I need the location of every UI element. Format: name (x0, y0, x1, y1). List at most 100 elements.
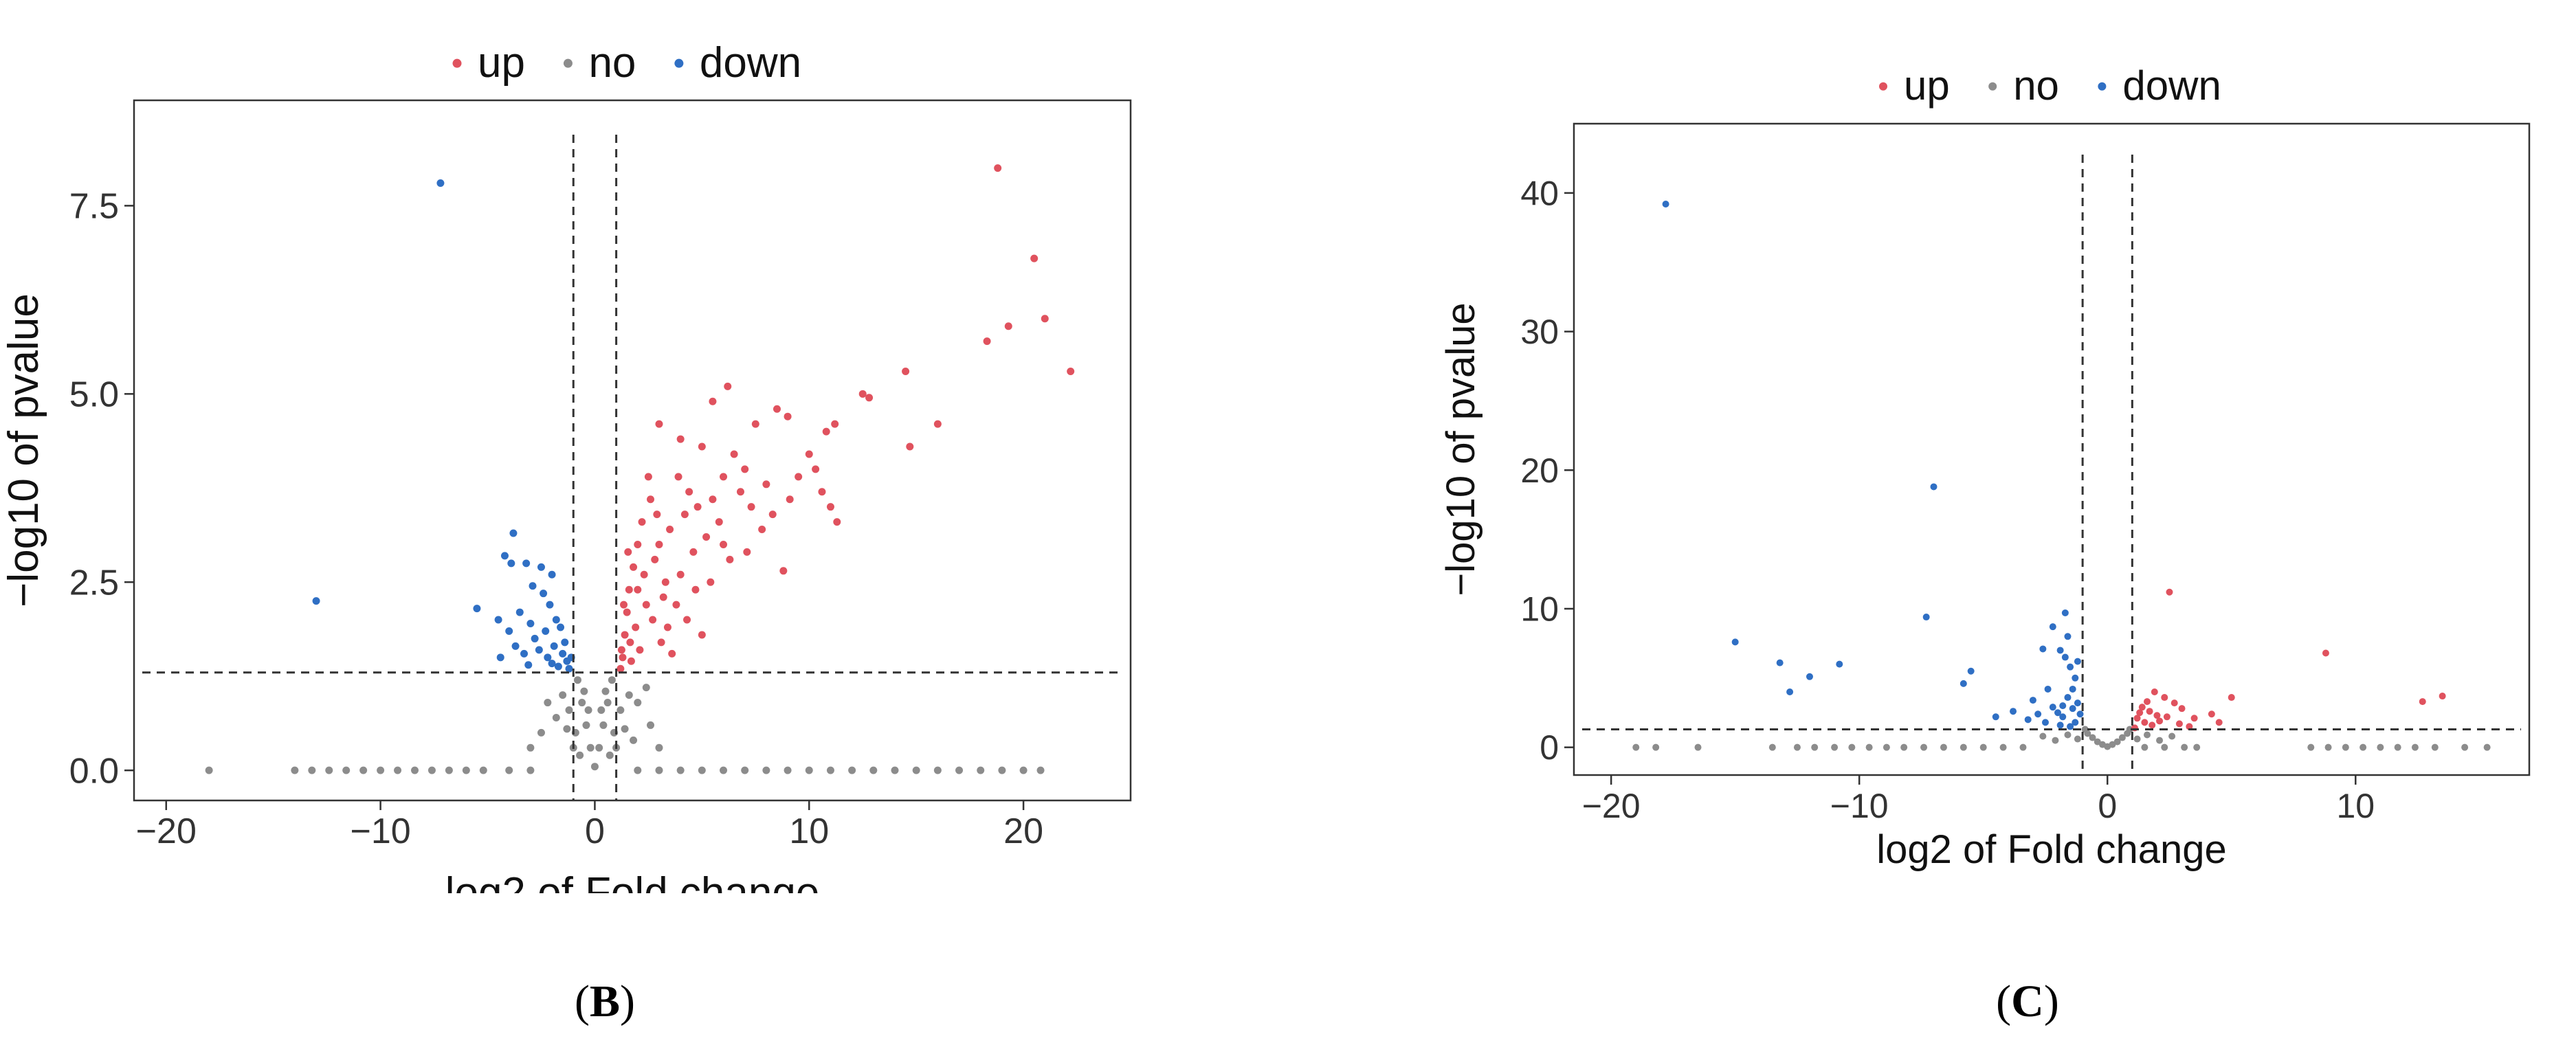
b-point-down (509, 529, 518, 537)
b-point-up (657, 638, 665, 647)
c-point-no (1999, 743, 2007, 751)
b-point-up (640, 570, 648, 579)
c-point-no (2394, 743, 2401, 751)
c-xtick-label: −10 (1830, 787, 1889, 825)
volcano-plot-c: −20 −10 0 10 0 10 20 30 40 log2 of Fold change −lo… (1443, 63, 2531, 872)
c-ytick-label: 40 (1520, 174, 1559, 212)
b-point-down (522, 559, 531, 568)
b-point-up (720, 540, 728, 548)
c-point-up (2146, 708, 2153, 715)
b-point-no (603, 699, 612, 707)
b-point-up (906, 442, 914, 451)
c-legend-label-up: up (1904, 63, 1950, 109)
b-legend-key-up (452, 58, 462, 68)
c-point-no (2181, 743, 2188, 751)
c-point-down (2067, 663, 2074, 671)
b-point-down (505, 627, 513, 635)
c-point-down (2039, 645, 2047, 653)
c-point-no (2019, 743, 2027, 751)
b-point-up (630, 563, 638, 571)
c-point-down (2056, 721, 2064, 729)
c-point-down (2044, 685, 2052, 693)
c-point-down (2074, 699, 2081, 707)
b-point-up (620, 601, 628, 609)
b-point-no (642, 684, 650, 692)
c-yaxis-label: −log10 of pvalue (1443, 302, 1483, 596)
b-point-no (576, 751, 584, 759)
b-point-up (689, 548, 698, 556)
c-point-no (2089, 734, 2096, 741)
c-point-down (1731, 638, 1739, 646)
c-point-up (2141, 719, 2148, 726)
c-point-down (2069, 685, 2076, 693)
c-point-no (2081, 726, 2089, 733)
c-point-no (2156, 737, 2164, 744)
b-point-up (685, 488, 693, 496)
c-point-up (2190, 715, 2198, 722)
c-point-up (2148, 721, 2156, 729)
b-point-up (632, 623, 640, 631)
b-point-no (308, 766, 316, 774)
b-point-up (1067, 367, 1075, 375)
b-point-no (698, 766, 706, 774)
b-point-no (428, 766, 436, 774)
b-point-no (647, 721, 655, 729)
b-point-down (554, 662, 562, 671)
c-point-down (2010, 708, 2017, 715)
c-legend-label-no: no (2013, 63, 2059, 109)
b-point-up (707, 578, 715, 586)
b-point-up (619, 653, 627, 662)
b-point-down (515, 608, 524, 616)
b-point-no (595, 743, 603, 752)
b-legend-key-down (674, 58, 684, 68)
b-point-down (511, 642, 520, 650)
b-point-no (634, 766, 642, 774)
b-point-up (1041, 315, 1049, 323)
c-point-down (2069, 705, 2076, 713)
b-point-no (933, 766, 942, 774)
b-point-up (762, 480, 770, 489)
b-point-up (831, 420, 839, 428)
c-point-up (2228, 694, 2235, 702)
b-point-up (649, 616, 657, 624)
b-point-no (762, 766, 770, 774)
b-point-up (683, 616, 691, 624)
b-xtick-label: 10 (789, 811, 829, 851)
c-xtick-label: −20 (1582, 787, 1641, 825)
c-point-down (1836, 660, 1843, 668)
b-point-down (565, 664, 573, 673)
b-point-up (826, 503, 834, 511)
b-point-up (822, 427, 830, 436)
c-point-up (2163, 713, 2170, 721)
b-yaxis-label: −log10 of pvalue (0, 293, 47, 607)
c-point-no (2144, 731, 2151, 739)
b-point-up (680, 511, 689, 519)
c-point-down (2024, 716, 2032, 724)
c-point-up (2161, 694, 2168, 702)
c-xtick-label: 0 (2098, 787, 2117, 825)
c-point-no (2168, 732, 2176, 740)
b-point-down (537, 563, 545, 571)
b-point-no (325, 766, 333, 774)
b-point-up (805, 450, 813, 458)
b-point-up (626, 638, 634, 647)
b-point-down (520, 649, 529, 658)
b-point-down (529, 582, 537, 590)
b-point-up (902, 367, 910, 375)
b-point-no (826, 766, 834, 774)
c-point-up (2439, 693, 2446, 700)
c-point-no (1979, 743, 1987, 751)
c-legend-key-up (1879, 82, 1887, 91)
b-point-no (563, 725, 571, 733)
b-point-up (661, 578, 669, 586)
b-point-no (784, 766, 792, 774)
c-point-no (2064, 731, 2072, 739)
b-point-no (955, 766, 964, 774)
b-legend-label-no: no (588, 39, 636, 87)
b-point-down (312, 597, 320, 605)
c-point-down (1967, 667, 1975, 675)
c-point-down (1806, 673, 1813, 680)
c-point-down (2059, 713, 2067, 721)
b-point-up (698, 631, 706, 639)
